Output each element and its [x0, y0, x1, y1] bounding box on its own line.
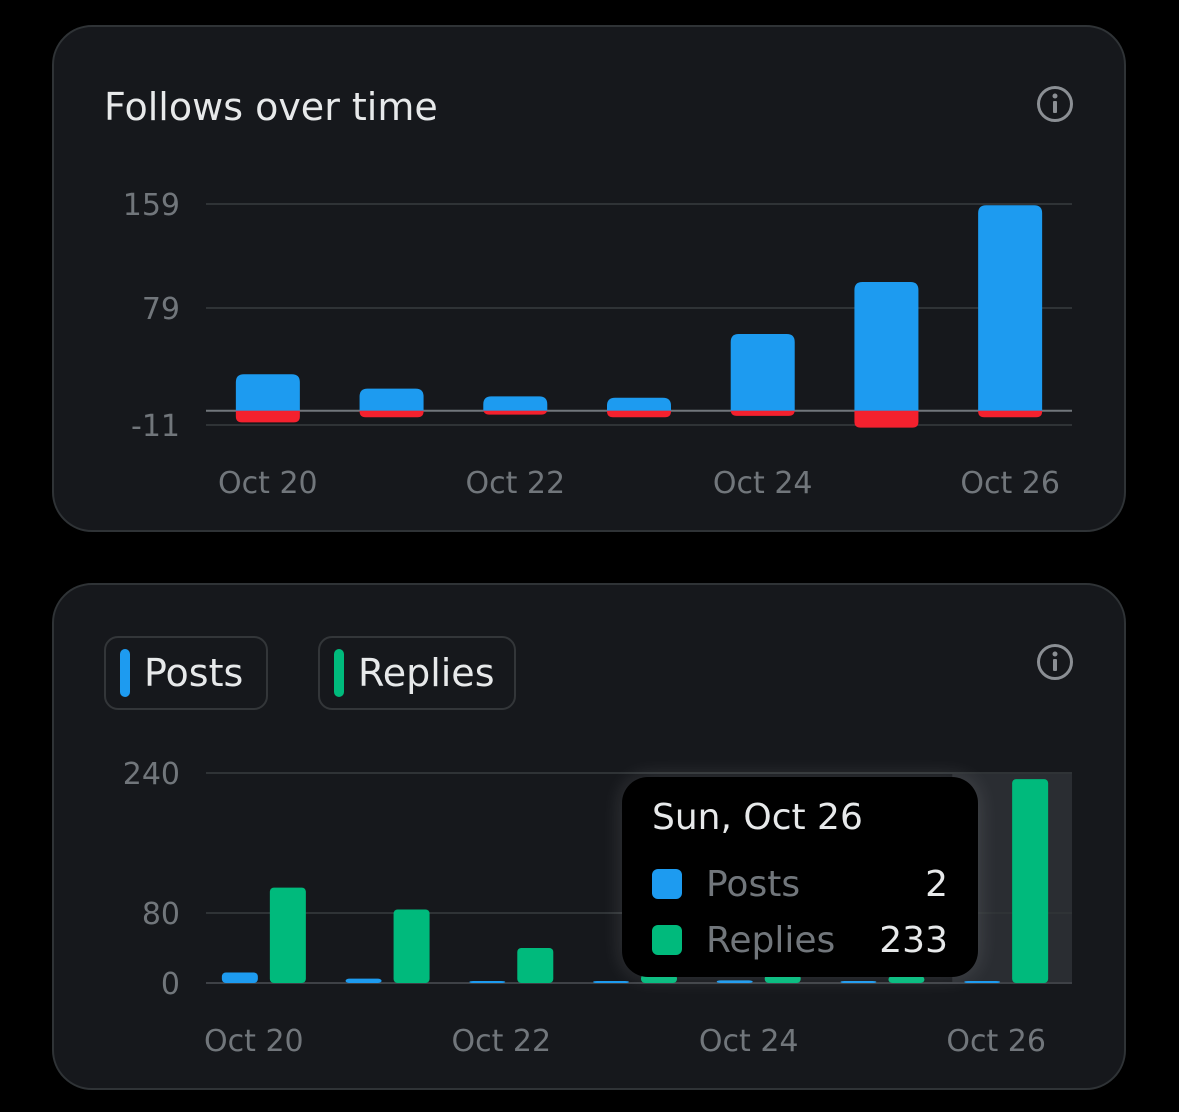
tooltip-replies-swatch [652, 925, 682, 955]
unfollows-bar [730, 409, 795, 416]
follows-bar [359, 388, 424, 411]
info-circle-icon[interactable] [1036, 85, 1074, 123]
replies-bar [888, 976, 925, 983]
x-tick-label: Oct 20 [204, 1024, 304, 1059]
x-tick-label: Oct 26 [960, 466, 1060, 501]
tooltip-date: Sun, Oct 26 [652, 797, 863, 838]
unfollows-bar [483, 408, 548, 415]
unfollows-bar [359, 410, 424, 418]
activity-card: 240 80 0 Oct 20 Oct 22 Oct 24 Oct 26 Posts Rep… [52, 583, 1126, 1090]
y-tick-label: 79 [142, 292, 180, 327]
posts-bar [221, 972, 258, 983]
unfollows-bar [235, 410, 300, 423]
follows-chart: 159 79 -11 Oct 20 Oct 22 Oct 24 Oct 26 [123, 188, 1072, 501]
follows-card: 159 79 -11 Oct 20 Oct 22 Oct 24 Oct 26 Follows… [52, 25, 1126, 532]
follows-chart-title: Follows over time [104, 85, 438, 129]
replies-bar [393, 909, 430, 983]
info-circle-icon[interactable] [1036, 643, 1074, 681]
tooltip-row-posts: Posts 2 [652, 856, 948, 912]
unfollows-bar [607, 410, 671, 418]
posts-bar [593, 981, 629, 983]
x-tick-label: Oct 24 [713, 466, 813, 501]
follows-bar [483, 396, 548, 411]
x-tick-label: Oct 26 [946, 1024, 1046, 1059]
tooltip-posts-swatch [652, 869, 682, 899]
tooltip-replies-value: 233 [879, 919, 948, 961]
replies-legend-swatch [334, 649, 344, 697]
chart-tooltip: Sun, Oct 26 Posts 2 Replies 233 [622, 777, 978, 977]
replies-bar [269, 887, 306, 983]
y-tick-label: 0 [161, 967, 180, 1002]
posts-legend-swatch [120, 649, 130, 697]
x-tick-label: Oct 22 [451, 1024, 551, 1059]
replies-legend-label: Replies [358, 651, 495, 695]
follows-bar [607, 397, 671, 411]
replies-bar [517, 948, 554, 983]
posts-bar [345, 978, 382, 983]
replies-bar [1012, 779, 1049, 983]
unfollows-bar [978, 410, 1043, 418]
posts-bar [716, 980, 753, 983]
x-tick-label: Oct 22 [465, 466, 565, 501]
follows-bar [730, 334, 795, 411]
follows-bar [978, 205, 1043, 411]
follows-bar [854, 282, 919, 411]
follows-bar [235, 374, 300, 411]
unfollows-bar [854, 410, 919, 428]
y-tick-label: 80 [142, 897, 180, 932]
tooltip-replies-label: Replies [706, 919, 836, 961]
tooltip-posts-label: Posts [706, 863, 801, 905]
tooltip-posts-value: 2 [925, 863, 948, 905]
tooltip-row-replies: Replies 233 [652, 912, 948, 968]
replies-legend-toggle[interactable]: Replies [318, 636, 516, 710]
posts-bar [964, 981, 1001, 983]
y-tick-label: 159 [123, 188, 180, 223]
y-tick-label: -11 [131, 409, 180, 444]
posts-bar [840, 981, 877, 983]
posts-legend-toggle[interactable]: Posts [104, 636, 268, 710]
x-tick-label: Oct 24 [699, 1024, 799, 1059]
y-tick-label: 240 [123, 757, 180, 792]
x-tick-label: Oct 20 [218, 466, 318, 501]
posts-legend-label: Posts [144, 651, 244, 695]
posts-bar [469, 981, 506, 983]
